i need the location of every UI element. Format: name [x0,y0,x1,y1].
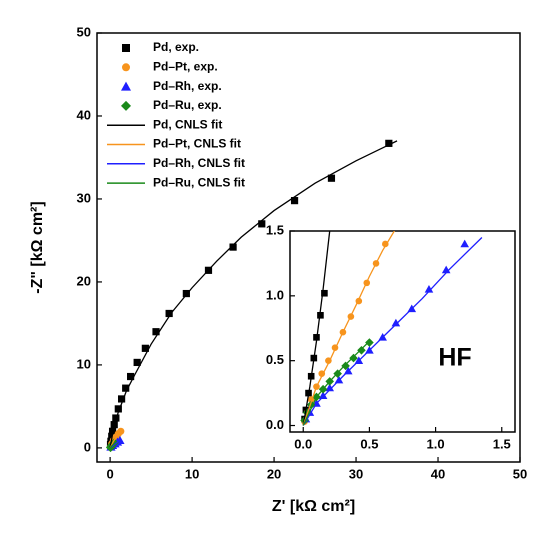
fit-line [109,442,116,449]
fit-line [302,340,370,426]
marker-square [127,372,135,381]
y-tick-label: 30 [77,190,91,205]
fit-line [302,237,483,426]
legend-label: Pd, exp. [153,40,199,54]
marker-square [321,289,328,297]
marker-square [122,44,130,52]
x-tick-label: 10 [185,466,199,481]
marker-square [317,311,324,319]
marker-square [290,197,299,205]
marker-diamond [349,353,358,363]
legend-label: Pd–Rh, exp. [153,79,222,93]
marker-square [114,405,122,413]
fit-line [302,231,331,426]
marker-square [327,174,336,182]
y-tick-label: 1.0 [266,287,284,302]
y-axis-label: -Z" [kΩ cm²] [29,201,46,293]
y-tick-label: 0 [84,439,91,454]
x-tick-label: 50 [513,466,527,481]
marker-triangle [391,318,401,327]
y-tick-label: 0.5 [266,352,284,367]
y-tick-label: 0.0 [266,417,284,432]
legend-label: Pd–Rh, CNLS fit [153,156,245,170]
legend-label: Pd–Ru, CNLS fit [153,175,245,189]
marker-triangle [325,383,335,392]
marker-square [165,309,173,318]
marker-square [117,395,126,403]
x-tick-label: 20 [267,466,281,481]
legend-label: Pd, CNLS fit [153,117,222,131]
fit-line [109,430,123,449]
marker-circle [122,63,130,72]
marker-square [258,220,266,228]
x-tick-label: 30 [349,466,363,481]
marker-diamond [365,338,374,347]
fit-line [109,140,398,449]
plot-area [105,139,398,453]
x-tick-label: 0.0 [294,436,312,451]
y-tick-label: 50 [77,24,91,39]
x-tick-label: 1.0 [427,436,445,451]
y-tick-label: 40 [77,107,91,122]
marker-square [122,384,130,392]
y-tick-label: 10 [77,356,91,371]
plot-frame [289,230,516,433]
marker-triangle [424,285,434,293]
legend-label: Pd–Pt, CNLS fit [153,137,241,151]
marker-square [229,243,237,251]
y-tick-label: 20 [77,273,91,288]
marker-triangle [318,391,328,399]
marker-diamond [357,346,366,355]
legend-label: Pd–Ru, exp. [153,98,222,112]
marker-triangle [121,81,131,91]
marker-square [152,328,160,336]
annotation: HF [438,344,471,372]
marker-diamond [121,100,131,111]
marker-square [133,358,141,367]
x-tick-label: 40 [431,466,445,481]
x-axis-label: Z' [kΩ cm²] [272,498,355,515]
plot-area [300,231,483,426]
marker-triangle [460,239,470,248]
y-tick-label: 1.5 [266,222,284,237]
legend-label: Pd–Pt, exp. [153,59,218,73]
marker-diamond [341,361,350,371]
x-tick-label: 0.5 [360,436,378,451]
marker-square [141,344,149,352]
x-tick-label: 1.5 [493,436,511,451]
fit-line [302,231,396,426]
x-tick-label: 0 [106,466,113,481]
marker-square [182,289,190,298]
marker-square [385,139,393,147]
